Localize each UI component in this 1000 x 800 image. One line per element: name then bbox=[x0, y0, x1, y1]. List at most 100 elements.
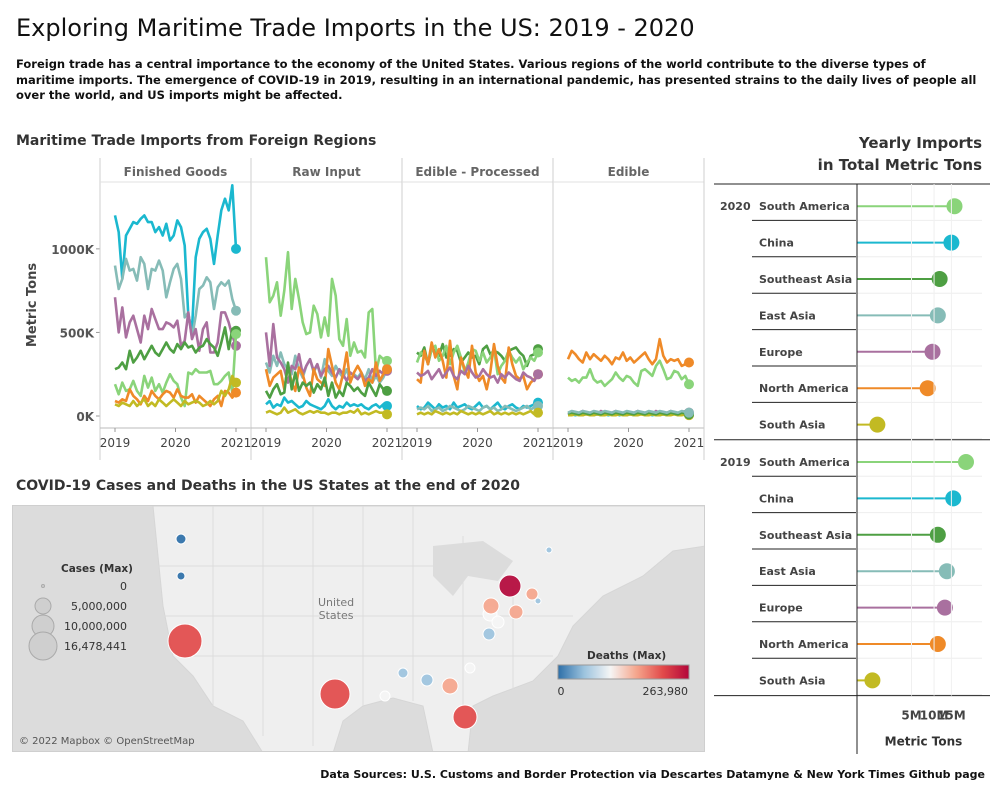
state-bubble bbox=[498, 574, 522, 598]
row-label-southeast-asia: Southeast Asia bbox=[759, 273, 852, 286]
lollipop-dot-2020-south-asia bbox=[869, 416, 886, 433]
series-line-edible-processed-east-asia bbox=[416, 404, 539, 413]
yearly-title-line2: in Total Metric Tons bbox=[817, 156, 982, 174]
cases-legend-title: Cases (Max) bbox=[61, 563, 133, 575]
lollipop-dot-2020-east-asia bbox=[929, 307, 946, 324]
state-bubble bbox=[397, 667, 409, 679]
series-line-finished-goods-south-asia bbox=[114, 374, 238, 408]
state-bubble bbox=[420, 673, 434, 687]
x-tick-label: 2021 bbox=[221, 436, 252, 450]
x-tick-label-5m: 5M bbox=[901, 709, 921, 723]
panel-header bbox=[402, 158, 553, 182]
series-line-raw-input-southeast-asia bbox=[264, 361, 388, 399]
state-bubble bbox=[525, 587, 539, 601]
panel-header bbox=[553, 158, 704, 182]
panel-title-raw-input: Raw Input bbox=[292, 165, 361, 179]
x-tick-label-10m: 10M bbox=[920, 709, 949, 723]
series-end-point-south-asia bbox=[533, 407, 543, 418]
row-label-south-asia: South Asia bbox=[759, 674, 825, 687]
yearly-title-line1: Yearly Imports bbox=[858, 134, 982, 152]
series-line-edible-north-america bbox=[566, 337, 690, 368]
state-bubble bbox=[464, 662, 476, 674]
lollipop-dot-2019-europe bbox=[936, 599, 953, 616]
state-bubble bbox=[491, 615, 505, 629]
series-end-point-europe bbox=[533, 369, 543, 380]
x-axis-title: Metric Tons bbox=[885, 735, 963, 749]
state-bubble bbox=[482, 597, 500, 615]
series-end-point-china bbox=[382, 400, 392, 411]
map-label-line2: States bbox=[318, 609, 354, 622]
map-canvas[interactable]: Cases (Max) 0 5,000,000 10,000,000 16,478,44… bbox=[13, 506, 705, 752]
series-end-point-north-america bbox=[684, 357, 694, 368]
cases-legend-label: 16,478,441 bbox=[64, 640, 127, 653]
y-tick-label: 500K bbox=[60, 326, 95, 340]
series-end-point-south-america bbox=[533, 347, 543, 358]
state-bubble bbox=[176, 571, 186, 581]
yearly-chart-title: Yearly Imports in Total Metric Tons bbox=[818, 132, 982, 176]
panel-title-edible: Edible bbox=[608, 165, 650, 179]
row-label-southeast-asia: Southeast Asia bbox=[759, 529, 852, 542]
series-line-raw-input-china bbox=[265, 396, 388, 411]
x-tick-label: 2019 bbox=[100, 436, 131, 450]
series-end-point-east-asia bbox=[684, 407, 694, 418]
row-label-north-america: North America bbox=[759, 382, 849, 395]
covid-map[interactable]: Cases (Max) 0 5,000,000 10,000,000 16,478,44… bbox=[12, 505, 705, 752]
lollipop-dot-2020-europe bbox=[924, 343, 941, 360]
cases-legend-circle bbox=[28, 631, 58, 661]
page-title: Exploring Maritime Trade Imports in the … bbox=[16, 14, 695, 42]
series-end-point-north-america bbox=[382, 364, 392, 375]
x-tick-label: 2020 bbox=[311, 436, 342, 450]
cases-legend-label: 0 bbox=[120, 580, 127, 593]
row-label-europe: Europe bbox=[759, 602, 803, 615]
map-country-label: United States bbox=[318, 596, 354, 622]
deaths-legend-max: 263,980 bbox=[643, 685, 689, 698]
state-bubble bbox=[379, 690, 391, 702]
x-tick-label: 2020 bbox=[160, 436, 191, 450]
row-label-china: China bbox=[759, 492, 794, 505]
lollipop-dot-2020-north-america bbox=[919, 380, 936, 397]
state-bubble bbox=[534, 597, 542, 605]
deaths-legend-title: Deaths (Max) bbox=[587, 650, 666, 662]
cases-legend-circle bbox=[34, 597, 52, 615]
x-tick-label: 2021 bbox=[674, 436, 705, 450]
row-label-north-america: North America bbox=[759, 638, 849, 651]
row-label-east-asia: East Asia bbox=[759, 565, 816, 578]
x-tick-label: 2019 bbox=[251, 436, 282, 450]
map-great-lakes bbox=[433, 541, 513, 596]
state-bubble bbox=[319, 678, 351, 710]
map-label-line1: United bbox=[318, 596, 355, 609]
state-bubble bbox=[175, 533, 187, 545]
x-tick-label: 2021 bbox=[372, 436, 403, 450]
series-end-point-south-america bbox=[382, 355, 392, 366]
map-land bbox=[152, 506, 704, 751]
row-label-south-america: South America bbox=[759, 200, 850, 213]
series-line-edible-processed-china bbox=[416, 401, 539, 411]
series-line-edible-east-asia bbox=[567, 409, 690, 415]
cases-legend-circle bbox=[41, 584, 45, 588]
panel-title-finished-goods: Finished Goods bbox=[124, 165, 228, 179]
series-line-finished-goods-southeast-asia bbox=[114, 326, 237, 371]
year-label-2020: 2020 bbox=[720, 200, 751, 213]
x-tick-label: 2020 bbox=[613, 436, 644, 450]
series-line-edible-south-america bbox=[567, 359, 691, 388]
x-tick-label: 2019 bbox=[402, 436, 433, 450]
series-end-point-china bbox=[231, 243, 241, 254]
row-label-south-america: South America bbox=[759, 456, 850, 469]
series-end-point-southeast-asia bbox=[382, 385, 392, 396]
y-tick-label: 1000K bbox=[51, 243, 94, 257]
map-attribution[interactable]: © 2022 Mapbox © OpenStreetMap bbox=[19, 736, 195, 747]
trade-chart-title: Maritime Trade Imports from Foreign Regi… bbox=[16, 133, 377, 149]
lollipop-dot-2020-south-america bbox=[946, 198, 963, 215]
trade-line-chart: Metric Tons 1000K 500K 0K Finished Goods 2019… bbox=[25, 158, 705, 460]
lollipop-dot-2019-southeast-asia bbox=[929, 526, 946, 543]
x-tick-label: 2020 bbox=[462, 436, 493, 450]
data-sources: Data Sources: U.S. Customs and Border Pr… bbox=[320, 768, 985, 781]
panel-header bbox=[100, 158, 251, 182]
state-bubble bbox=[545, 546, 553, 554]
row-label-east-asia: East Asia bbox=[759, 309, 816, 322]
state-bubble bbox=[508, 604, 524, 620]
x-tick-label: 2021 bbox=[523, 436, 554, 450]
series-line-raw-input-south-asia bbox=[265, 406, 388, 416]
series-line-edible-southeast-asia bbox=[567, 411, 690, 416]
cases-legend-label: 10,000,000 bbox=[64, 620, 127, 633]
